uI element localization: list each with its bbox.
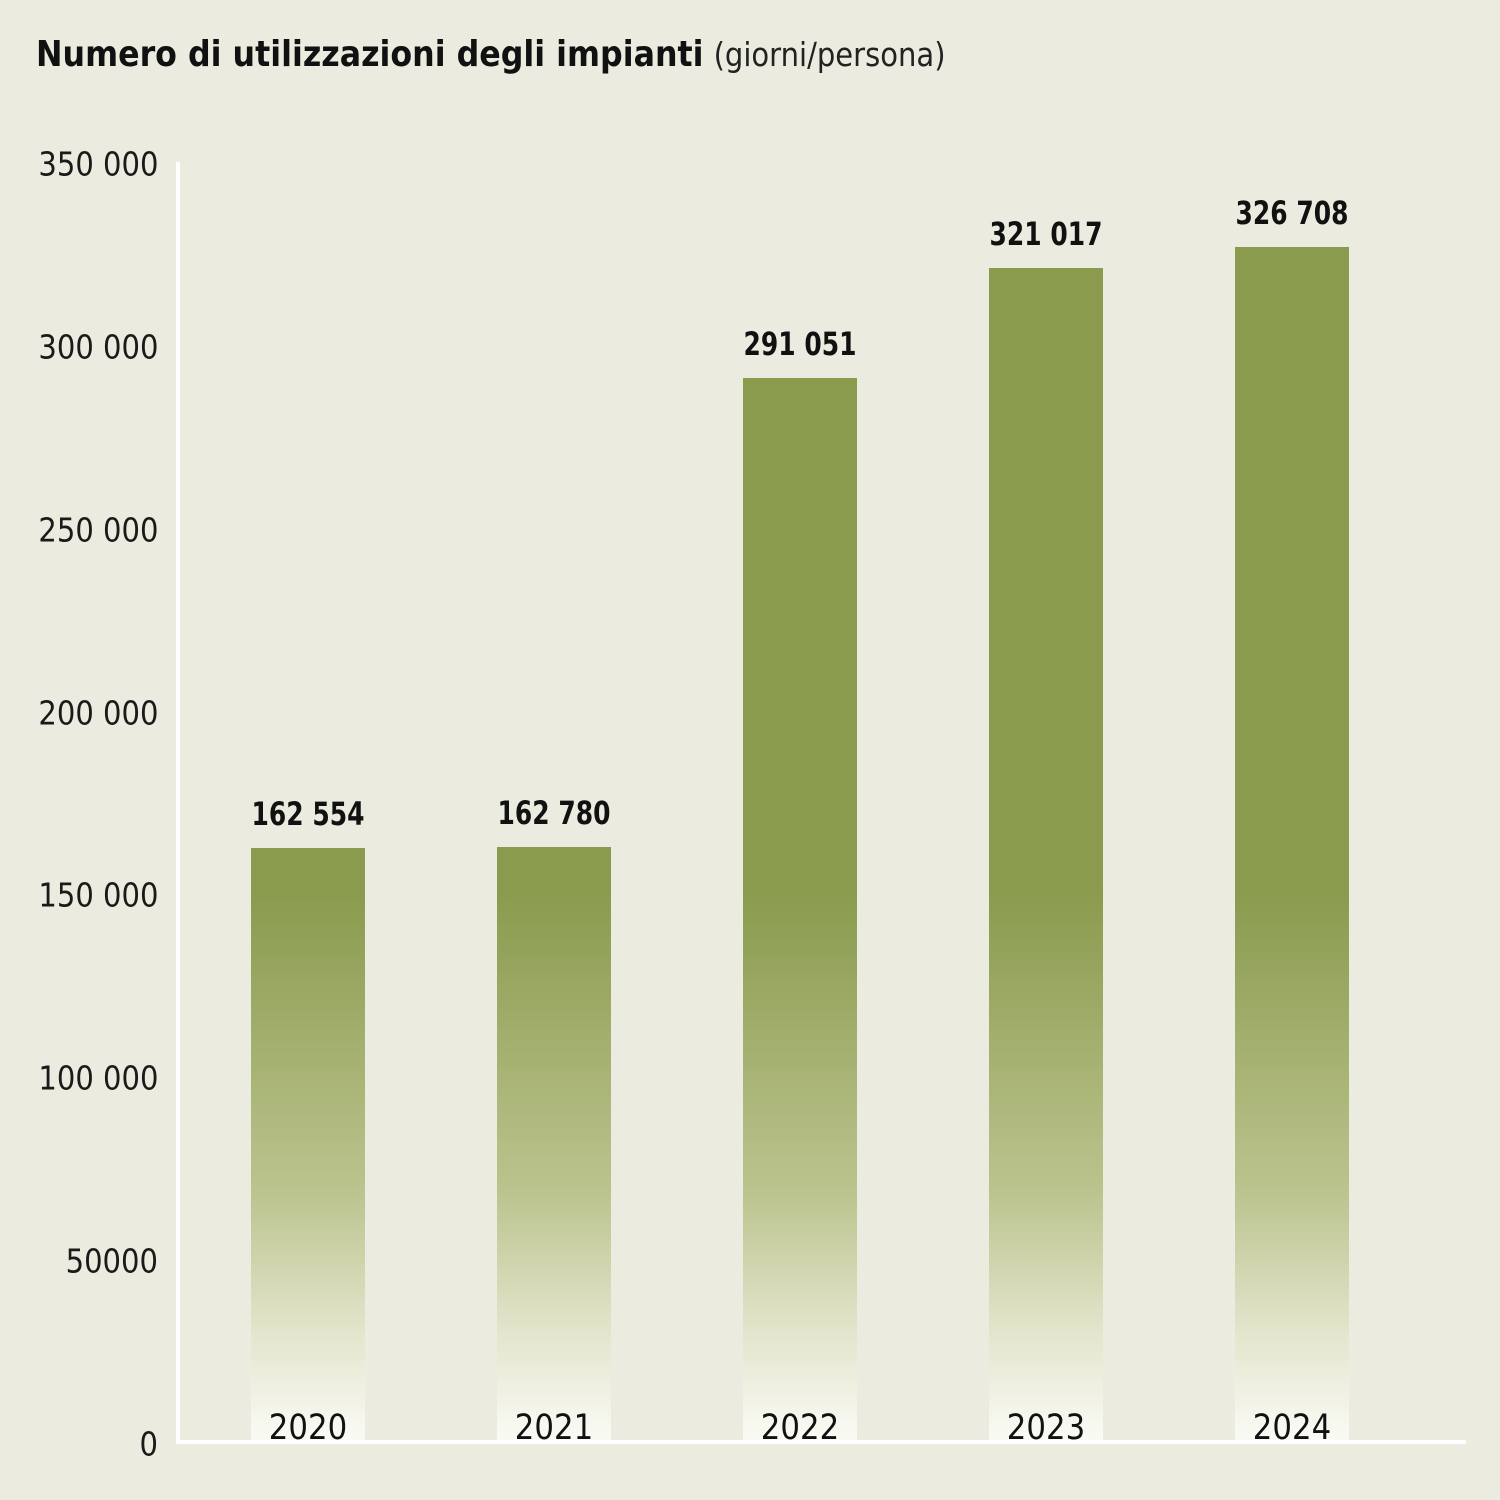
bar-2022 xyxy=(743,377,857,1442)
x-tick-label: 2021 xyxy=(514,1408,594,1448)
bar-2021 xyxy=(497,846,611,1442)
chart-title-unit: (giorni/persona) xyxy=(713,35,946,74)
y-tick-label: 250 000 xyxy=(37,510,158,550)
bar-value-label: 326 708 xyxy=(1235,194,1349,233)
y-axis-line xyxy=(176,162,180,1444)
y-tick-label: 50000 xyxy=(65,1241,158,1281)
bar-value-label: 162 780 xyxy=(497,793,611,832)
x-tick-label: 2022 xyxy=(760,1408,840,1448)
bar-value-label: 162 554 xyxy=(251,794,365,833)
chart-title: Numero di utilizzazioni degli impianti (… xyxy=(36,34,946,75)
x-tick-label: 2024 xyxy=(1252,1408,1332,1448)
x-tick-label: 2020 xyxy=(268,1408,348,1448)
chart-title-main: Numero di utilizzazioni degli impianti xyxy=(36,34,704,75)
x-tick-label: 2023 xyxy=(1006,1408,1086,1448)
y-tick-label: 350 000 xyxy=(37,144,158,184)
y-tick-label: 200 000 xyxy=(37,693,158,733)
y-tick-label: 0 xyxy=(139,1424,158,1464)
x-axis-line xyxy=(176,1440,1466,1444)
y-tick-label: 100 000 xyxy=(37,1058,158,1098)
bar-value-label: 291 051 xyxy=(743,324,857,363)
bar-2020 xyxy=(251,847,365,1442)
bar-value-label: 321 017 xyxy=(989,214,1103,253)
bar-2024 xyxy=(1235,247,1349,1442)
y-tick-label: 150 000 xyxy=(37,875,158,915)
y-tick-label: 300 000 xyxy=(37,327,158,367)
bar-2023 xyxy=(989,267,1103,1442)
